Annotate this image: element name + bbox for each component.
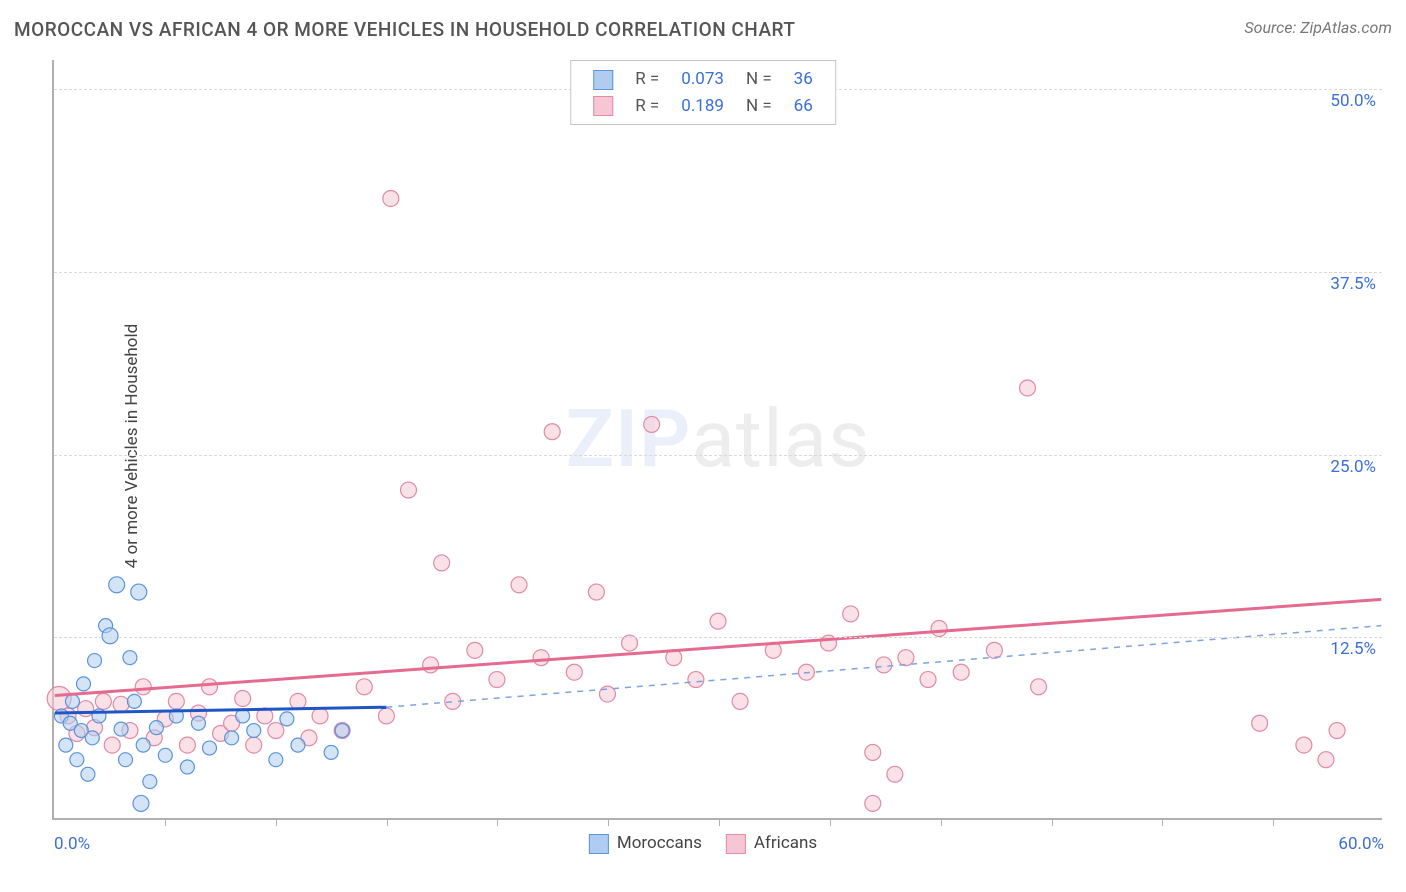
swatch-african-icon <box>593 96 613 116</box>
y-tick-label: 12.5% <box>1330 639 1376 659</box>
legend-item-african: Africans <box>726 833 817 854</box>
series-legend: Moroccans Africans <box>589 833 817 854</box>
x-tick <box>1162 818 1163 826</box>
x-tick <box>165 818 166 826</box>
chart-svg <box>54 60 1382 818</box>
x-tick <box>608 818 609 826</box>
x-tick <box>276 818 277 826</box>
x-tick <box>387 818 388 826</box>
source-label: Source: ZipAtlas.com <box>1244 18 1392 37</box>
gridline <box>54 272 1382 273</box>
legend-row-african: R =0.189 N =66 <box>583 94 823 119</box>
x-tick <box>941 818 942 826</box>
gridline <box>54 637 1382 638</box>
gridline <box>54 455 1382 456</box>
swatch-african-icon <box>726 834 746 854</box>
x-tick <box>1052 818 1053 826</box>
plot-area: ZIPatlas 12.5%25.0%37.5%50.0% <box>52 60 1382 820</box>
chart-title: MOROCCAN VS AFRICAN 4 OR MORE VEHICLES I… <box>14 18 795 41</box>
legend-item-moroccan: Moroccans <box>589 833 702 854</box>
x-axis-min: 0.0% <box>54 834 90 854</box>
x-tick <box>1273 818 1274 826</box>
correlation-legend: R =0.073 N =36 R =0.189 N =66 <box>570 60 836 125</box>
legend-row-moroccan: R =0.073 N =36 <box>583 67 823 92</box>
x-axis-max: 60.0% <box>1338 834 1384 854</box>
swatch-moroccan-icon <box>589 834 609 854</box>
x-tick <box>830 818 831 826</box>
x-tick <box>497 818 498 826</box>
x-tick <box>719 818 720 826</box>
y-tick-label: 25.0% <box>1330 457 1376 477</box>
y-tick-label: 37.5% <box>1330 274 1376 294</box>
y-tick-label: 50.0% <box>1330 91 1376 111</box>
swatch-moroccan-icon <box>593 70 613 90</box>
